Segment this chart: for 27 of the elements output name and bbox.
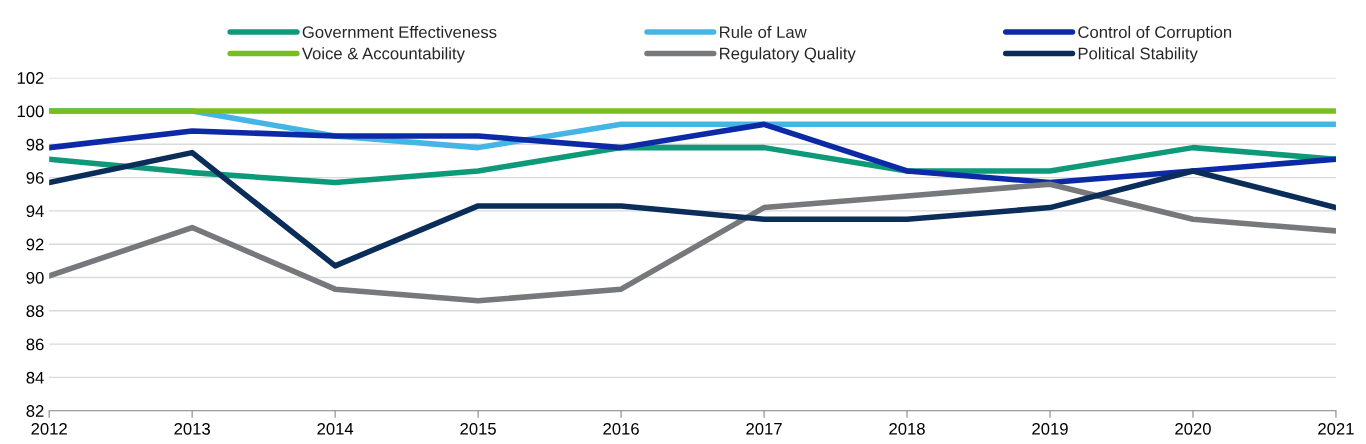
- y-tick-label: 100: [17, 105, 44, 118]
- x-tick-label: 2017: [746, 422, 782, 435]
- x-tick-label: 2016: [603, 422, 639, 435]
- x-tick-label: 2019: [1032, 422, 1068, 435]
- y-tick-label: 84: [26, 371, 44, 384]
- legend-label: Political Stability: [1078, 47, 1198, 63]
- y-tick-label: 92: [26, 238, 44, 251]
- x-tick-label: 2018: [889, 422, 925, 435]
- legend-label: Voice & Accountability: [301, 47, 465, 63]
- legend-label: Regulatory Quality: [720, 47, 856, 63]
- x-tick-label: 2021: [1318, 422, 1354, 435]
- x-tick-label: 2012: [31, 422, 67, 435]
- y-tick-label: 86: [26, 338, 44, 351]
- legend-label: Control of Corruption: [1078, 25, 1232, 42]
- legend-label: Rule of Law: [720, 25, 807, 39]
- y-tick-label: 102: [17, 72, 44, 84]
- x-tick-label: 2015: [460, 422, 496, 435]
- y-tick-label: 98: [26, 138, 44, 151]
- y-tick-label: 90: [26, 271, 44, 284]
- y-tick-label: 94: [26, 205, 44, 218]
- x-tick-label: 2014: [317, 422, 354, 435]
- y-tick-label: 88: [26, 305, 44, 317]
- y-tick-label: 96: [26, 172, 44, 184]
- y-tick-label: 82: [26, 405, 44, 417]
- x-tick-label: 2013: [174, 422, 210, 435]
- x-tick-label: 2020: [1175, 422, 1211, 435]
- legend-label: Government Effectiveness: [302, 25, 497, 39]
